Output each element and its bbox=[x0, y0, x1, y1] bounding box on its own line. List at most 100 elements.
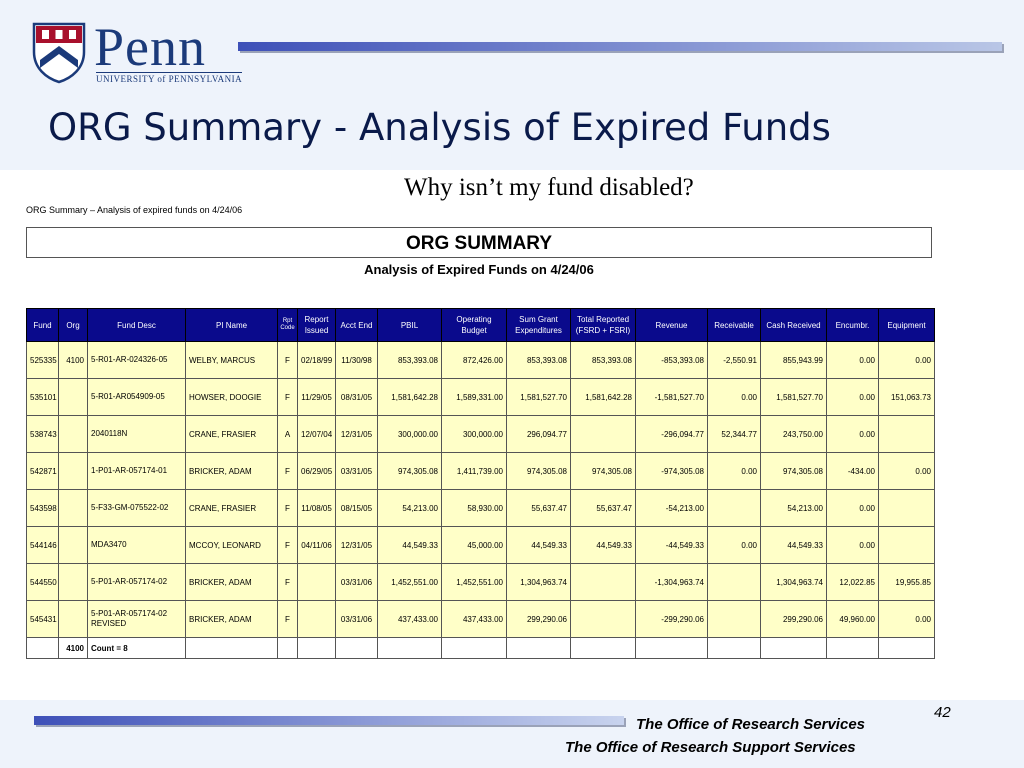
table-cell: -299,290.06 bbox=[635, 600, 708, 638]
table-cell: 974,305.08 bbox=[570, 452, 636, 490]
table-cell: 52,344.77 bbox=[707, 415, 761, 453]
table-cell: WELBY, MARCUS bbox=[185, 341, 278, 379]
table-cell bbox=[570, 415, 636, 453]
table-cell: 5-R01-AR-024326-05 bbox=[87, 341, 186, 379]
table-cell: 12/07/04 bbox=[297, 415, 336, 453]
table-cell bbox=[635, 637, 708, 659]
column-header: Sum Grant Expenditures bbox=[506, 308, 571, 342]
table-row: 525335 4100 5-R01-AR-024326-05 WELBY, MARCU… bbox=[26, 341, 935, 379]
table-cell: 04/11/06 bbox=[297, 526, 336, 564]
table-cell: 543598 bbox=[26, 489, 59, 527]
table-cell: 11/30/98 bbox=[335, 341, 378, 379]
table-cell: 54,213.00 bbox=[760, 489, 827, 527]
table-cell: F bbox=[277, 563, 298, 601]
table-cell: 03/31/06 bbox=[335, 600, 378, 638]
table-cell: 1,304,963.74 bbox=[506, 563, 571, 601]
table-cell: F bbox=[277, 378, 298, 416]
table-cell: 11/08/05 bbox=[297, 489, 336, 527]
table-cell: 300,000.00 bbox=[441, 415, 507, 453]
table-cell: 538743 bbox=[26, 415, 59, 453]
table-cell bbox=[878, 415, 935, 453]
page-number: 42 bbox=[934, 704, 951, 721]
table-cell: F bbox=[277, 341, 298, 379]
table-cell: 437,433.00 bbox=[441, 600, 507, 638]
table-cell: 03/31/06 bbox=[335, 563, 378, 601]
table-cell bbox=[377, 637, 442, 659]
table-cell: 1,589,331.00 bbox=[441, 378, 507, 416]
column-header: Cash Received bbox=[760, 308, 827, 342]
table-cell: 08/15/05 bbox=[335, 489, 378, 527]
table-cell bbox=[878, 526, 935, 564]
table-cell bbox=[570, 563, 636, 601]
table-cell: 49,960.00 bbox=[826, 600, 879, 638]
table-cell: 974,305.08 bbox=[377, 452, 442, 490]
column-header: Revenue bbox=[635, 308, 708, 342]
table-cell: 44,549.33 bbox=[506, 526, 571, 564]
total-count: Count = 8 bbox=[87, 637, 186, 659]
table-cell: 2040118N bbox=[87, 415, 186, 453]
table-cell: A bbox=[277, 415, 298, 453]
table-cell bbox=[58, 378, 88, 416]
column-header: PBIL bbox=[377, 308, 442, 342]
table-cell: 1,581,642.28 bbox=[377, 378, 442, 416]
table-cell: 0.00 bbox=[707, 526, 761, 564]
table-cell bbox=[570, 600, 636, 638]
table-cell bbox=[441, 637, 507, 659]
table-cell: F bbox=[277, 489, 298, 527]
table-row: 544146 MDA3470 MCCOY, LEONARD F 04/11/06 12/3… bbox=[26, 526, 935, 564]
table-cell: 4100 bbox=[58, 341, 88, 379]
table-cell: -853,393.08 bbox=[635, 341, 708, 379]
table-cell: 545431 bbox=[26, 600, 59, 638]
table-row: 535101 5-R01-AR054909-05 HOWSER, DOOGIE F 11… bbox=[26, 378, 935, 416]
table-cell: 544550 bbox=[26, 563, 59, 601]
table-cell: 44,549.33 bbox=[570, 526, 636, 564]
column-header: Report Issued bbox=[297, 308, 336, 342]
table-cell: 1,452,551.00 bbox=[377, 563, 442, 601]
table-cell: 5-R01-AR054909-05 bbox=[87, 378, 186, 416]
report-heading-box: ORG SUMMARY bbox=[26, 227, 932, 258]
table-cell: 58,930.00 bbox=[441, 489, 507, 527]
penn-subtitle: UNIVERSITY of PENNSYLVANIA bbox=[96, 72, 243, 84]
table-cell bbox=[58, 526, 88, 564]
table-cell: 0.00 bbox=[826, 415, 879, 453]
table-cell: F bbox=[277, 600, 298, 638]
table-cell: 243,750.00 bbox=[760, 415, 827, 453]
expired-funds-table: Fund Org Fund Desc PI Name Rpt Code Repo… bbox=[26, 308, 935, 659]
table-cell: 544146 bbox=[26, 526, 59, 564]
table-cell bbox=[297, 637, 336, 659]
table-cell bbox=[26, 637, 59, 659]
column-header: Org bbox=[58, 308, 88, 342]
table-cell: F bbox=[277, 452, 298, 490]
table-cell: 0.00 bbox=[707, 378, 761, 416]
table-cell bbox=[506, 637, 571, 659]
table-cell: 151,063.73 bbox=[878, 378, 935, 416]
table-cell: 54,213.00 bbox=[377, 489, 442, 527]
table-cell: 855,943.99 bbox=[760, 341, 827, 379]
table-cell bbox=[826, 637, 879, 659]
table-header-row: Fund Org Fund Desc PI Name Rpt Code Repo… bbox=[26, 308, 935, 342]
table-cell bbox=[707, 489, 761, 527]
table-row: 538743 2040118N CRANE, FRASIER A 12/07/04 12/… bbox=[26, 415, 935, 453]
table-cell bbox=[878, 489, 935, 527]
table-cell: 872,426.00 bbox=[441, 341, 507, 379]
column-header: Fund bbox=[26, 308, 59, 342]
column-header: Fund Desc bbox=[87, 308, 186, 342]
table-cell bbox=[277, 637, 298, 659]
table-cell bbox=[760, 637, 827, 659]
slide-title: ORG Summary - Analysis of Expired Funds bbox=[48, 106, 831, 149]
table-cell: -434.00 bbox=[826, 452, 879, 490]
table-row: 545431 5-P01-AR-057174-02 REVISED BRICKER,… bbox=[26, 600, 935, 638]
table-cell: -54,213.00 bbox=[635, 489, 708, 527]
table-cell bbox=[707, 600, 761, 638]
table-cell: CRANE, FRASIER bbox=[185, 489, 278, 527]
table-cell: 299,290.06 bbox=[760, 600, 827, 638]
table-cell bbox=[58, 489, 88, 527]
table-cell: 1,581,527.70 bbox=[506, 378, 571, 416]
table-row: 544550 5-P01-AR-057174-02 BRICKER, ADAM F 03… bbox=[26, 563, 935, 601]
table-cell bbox=[185, 637, 278, 659]
column-header: Rpt Code bbox=[277, 308, 298, 342]
table-row: 542871 1-P01-AR-057174-01 BRICKER, ADAM F 06… bbox=[26, 452, 935, 490]
table-cell: 0.00 bbox=[878, 452, 935, 490]
table-cell: 03/31/05 bbox=[335, 452, 378, 490]
table-cell: 853,393.08 bbox=[377, 341, 442, 379]
